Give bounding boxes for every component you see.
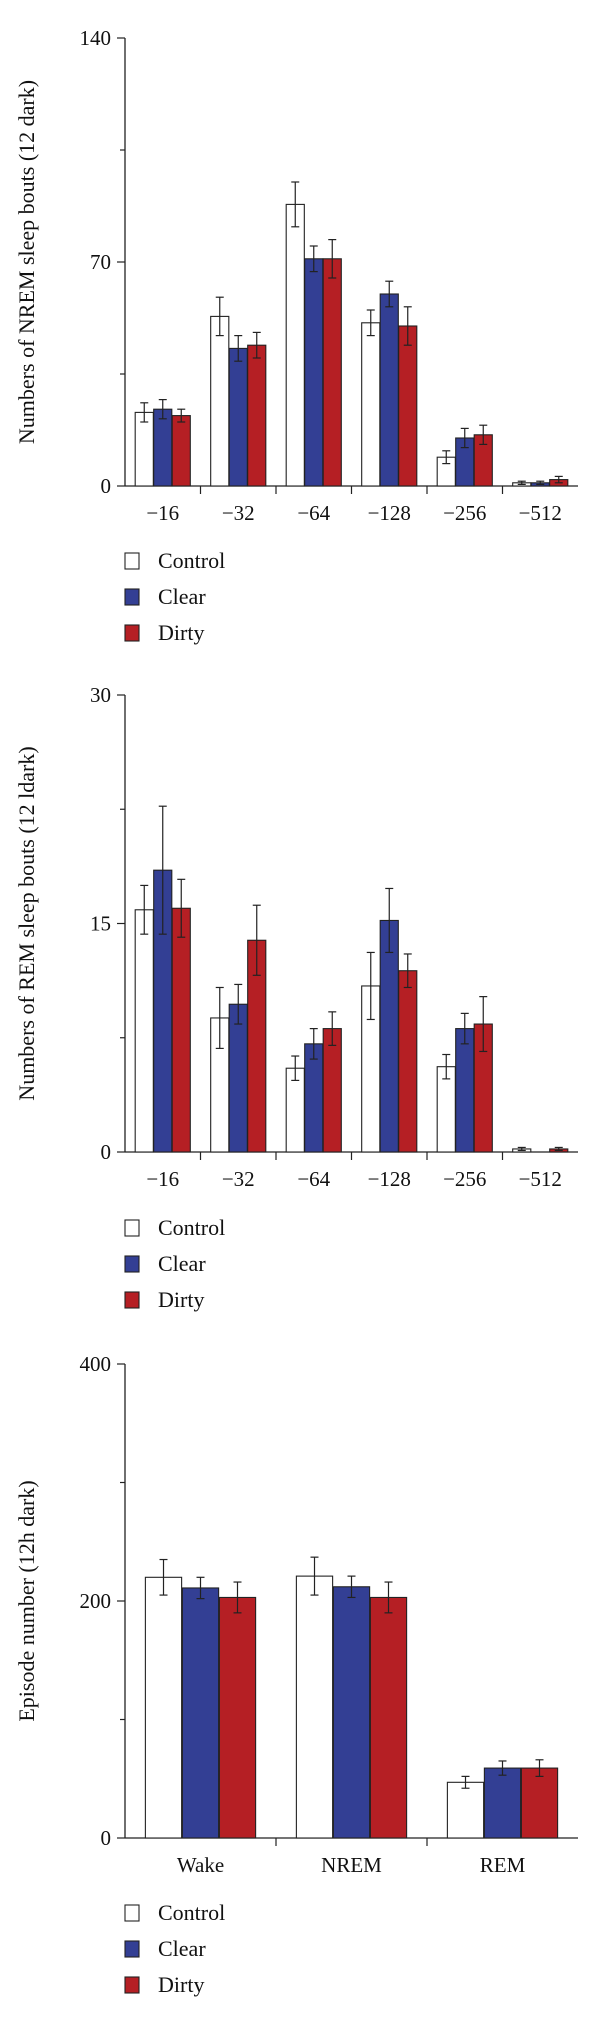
bar-clear [483, 1767, 522, 1839]
legend: Control Clear Dirty [124, 1900, 225, 1997]
x-tick-label: −512 [519, 1167, 562, 1191]
bar-control [361, 322, 381, 487]
bar-control [134, 411, 154, 487]
bar-control [446, 1781, 485, 1839]
x-tick-label: −32 [222, 1167, 255, 1191]
bar-control [285, 203, 305, 487]
chart-panel-3: 0 200 400 Episode number (12h dark) Wake NREM… [14, 1352, 578, 1997]
chart-panel-2: 0 15 30 Numbers of REM sleep bouts (12 ldar… [14, 683, 578, 1312]
bar-clear [379, 293, 399, 487]
legend-label-clear: Clear [158, 1251, 206, 1276]
bar-clear [153, 408, 173, 487]
legend-label-clear: Clear [158, 1936, 206, 1961]
legend-swatch-clear [124, 1255, 140, 1273]
legend-label-dirty: Dirty [158, 1287, 204, 1312]
bar-dirty [322, 1028, 342, 1153]
x-tick-label: −16 [146, 1167, 179, 1191]
legend-label-clear: Clear [158, 584, 206, 609]
legend-label-control: Control [158, 1900, 225, 1925]
x-tick-label: −512 [519, 501, 562, 525]
bar-dirty [398, 970, 418, 1153]
x-tick-label: −256 [443, 1167, 486, 1191]
legend-swatch-dirty [124, 1291, 140, 1309]
bar-clear [228, 1003, 248, 1153]
y-tick-label: 200 [80, 1589, 112, 1613]
x-tick-label: −16 [146, 501, 179, 525]
bar-dirty [171, 415, 191, 487]
bar-clear [379, 919, 399, 1153]
y-tick-label: 0 [101, 1140, 112, 1164]
y-tick-label: 400 [80, 1352, 112, 1376]
legend-swatch-dirty [124, 1976, 140, 1994]
y-axis-label: Numbers of NREM sleep bouts (12 dark) [14, 80, 39, 444]
y-tick-label: 15 [90, 912, 111, 936]
bar-dirty [520, 1767, 559, 1839]
y-tick-label: 30 [90, 683, 111, 707]
x-tick-label: REM [480, 1853, 526, 1877]
bar-dirty [369, 1596, 408, 1839]
bar-clear [455, 1028, 475, 1153]
y-tick-label: 0 [101, 474, 112, 498]
bar-clear [228, 347, 248, 487]
bar-dirty [398, 325, 418, 487]
legend: Control Clear Dirty [124, 1215, 225, 1312]
bar-control [436, 1066, 456, 1153]
bar-dirty [247, 344, 267, 487]
legend-swatch-dirty [124, 624, 140, 642]
legend-label-control: Control [158, 548, 225, 573]
bar-dirty [218, 1596, 257, 1839]
x-tick-label: −64 [297, 1167, 330, 1191]
bar-clear [181, 1587, 220, 1839]
legend-swatch-control [124, 1219, 140, 1237]
x-tick-label: −128 [368, 501, 411, 525]
x-tick-label: −64 [297, 501, 330, 525]
y-tick-label: 140 [80, 26, 112, 50]
y-axis-label: Numbers of REM sleep bouts (12 ldark) [14, 746, 39, 1100]
x-tick-label: NREM [321, 1853, 382, 1877]
x-tick-label: −128 [368, 1167, 411, 1191]
chart-panel-1: 0 70 140 Numbers of NREM sleep bouts (12 da… [14, 26, 578, 645]
x-tick-label: −32 [222, 501, 255, 525]
legend-swatch-control [124, 1904, 140, 1922]
bar-dirty [171, 907, 191, 1153]
y-tick-label: 0 [101, 1826, 112, 1850]
legend-swatch-control [124, 552, 140, 570]
bar-control [210, 315, 230, 487]
legend-label-control: Control [158, 1215, 225, 1240]
x-tick-label: Wake [177, 1853, 224, 1877]
bar-control [295, 1575, 334, 1839]
y-tick-label: 70 [90, 250, 111, 274]
legend-label-dirty: Dirty [158, 620, 204, 645]
bar-clear [304, 1043, 324, 1153]
y-axis-label: Episode number (12h dark) [14, 1480, 39, 1721]
bar-control [134, 909, 154, 1153]
legend-swatch-clear [124, 588, 140, 606]
bar-dirty [322, 258, 342, 487]
x-tick-label: −256 [443, 501, 486, 525]
legend-swatch-clear [124, 1940, 140, 1958]
legend: Control Clear Dirty [124, 548, 225, 645]
legend-label-dirty: Dirty [158, 1972, 204, 1997]
bar-control [144, 1576, 183, 1839]
bar-clear [332, 1586, 371, 1839]
bar-clear [304, 258, 324, 487]
